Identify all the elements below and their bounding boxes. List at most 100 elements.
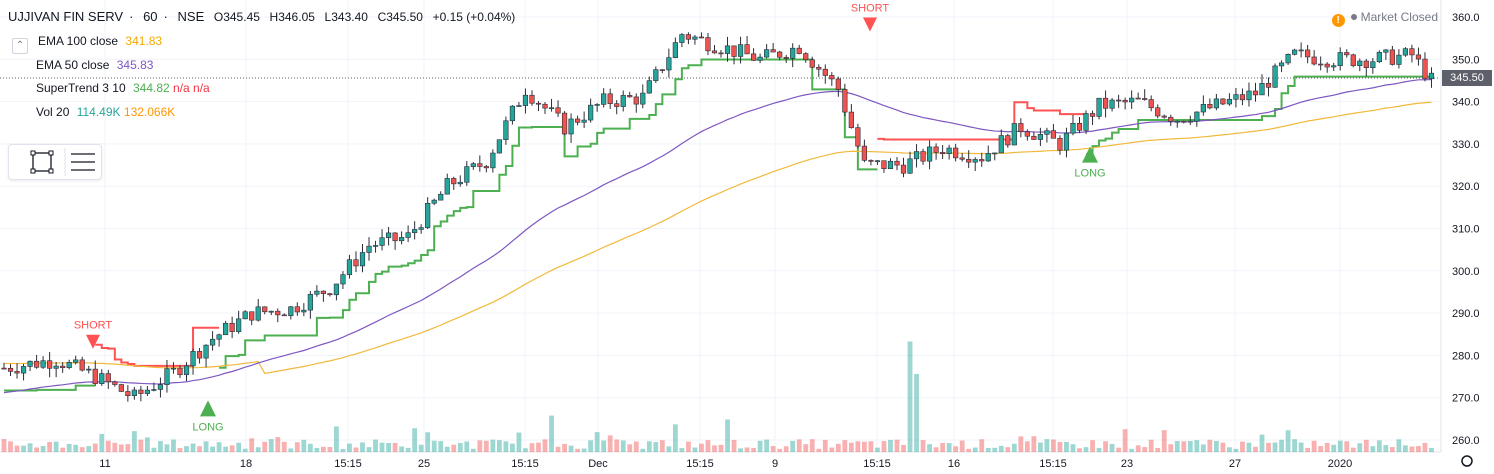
candle-body bbox=[1044, 130, 1050, 135]
candle-body bbox=[1194, 111, 1200, 122]
candle-body bbox=[646, 80, 652, 94]
candle-body bbox=[327, 293, 333, 296]
volume-bar bbox=[1187, 441, 1193, 452]
volume-bar bbox=[86, 446, 92, 452]
candle-body bbox=[816, 66, 822, 70]
volume-bar bbox=[1292, 439, 1297, 452]
volume-bar bbox=[692, 447, 698, 452]
candle-body bbox=[946, 147, 952, 155]
candle-body bbox=[1116, 99, 1122, 102]
volume-bar bbox=[888, 439, 893, 452]
volume-bar bbox=[164, 444, 170, 452]
volume-bar bbox=[360, 442, 365, 452]
candle-body bbox=[170, 367, 177, 370]
x-tick-label: 15:15 bbox=[334, 458, 362, 470]
candle-body bbox=[301, 309, 307, 313]
volume-bar bbox=[249, 438, 255, 452]
candle-body bbox=[1278, 62, 1285, 67]
candle-body bbox=[900, 164, 907, 174]
candle-body bbox=[705, 37, 711, 52]
volume-bar bbox=[21, 445, 26, 452]
candle-body bbox=[542, 103, 548, 109]
rectangle-tool-icon[interactable] bbox=[30, 150, 54, 174]
candle-body bbox=[1168, 116, 1174, 122]
candle-body bbox=[822, 68, 828, 76]
candle-body bbox=[1129, 97, 1135, 103]
candle-body bbox=[1324, 63, 1330, 68]
candle-body bbox=[431, 199, 437, 204]
long-signal-arrow bbox=[1082, 146, 1098, 163]
candle-body bbox=[835, 78, 841, 90]
market-status[interactable]: ! Market Closed bbox=[1331, 10, 1438, 27]
candle-body bbox=[483, 166, 489, 169]
candle-body bbox=[770, 49, 776, 53]
candle-body bbox=[444, 178, 450, 195]
volume-bar bbox=[1259, 434, 1265, 452]
volume-bar bbox=[510, 443, 515, 452]
candle-body bbox=[757, 56, 763, 61]
symbol-name[interactable]: UJJIVAN FIN SERV bbox=[8, 9, 124, 24]
legend-supertrend[interactable]: SuperTrend 3 10 344.82 n/a n/a bbox=[36, 81, 210, 95]
volume-bar bbox=[112, 442, 118, 452]
volume-bar bbox=[529, 443, 535, 452]
candle-body bbox=[522, 94, 529, 106]
candle-body bbox=[1305, 49, 1311, 58]
candle-body bbox=[1063, 132, 1070, 151]
volume-bar bbox=[1018, 436, 1024, 452]
candle-body bbox=[1383, 49, 1389, 53]
volume-bar bbox=[1213, 440, 1219, 452]
volume-bar bbox=[1409, 446, 1415, 452]
candle-body bbox=[985, 153, 991, 162]
settings-gear-icon[interactable] bbox=[1461, 455, 1473, 467]
volume-bar bbox=[477, 440, 483, 452]
volume-bar bbox=[751, 447, 756, 452]
candle-body bbox=[1076, 122, 1083, 131]
candle-body bbox=[33, 360, 40, 368]
volume-bar bbox=[457, 442, 463, 452]
volume-bar bbox=[1363, 439, 1369, 452]
candle-body bbox=[1187, 120, 1193, 123]
volume-bar bbox=[1266, 442, 1271, 452]
volume-bar bbox=[979, 439, 985, 452]
volume-bar bbox=[131, 431, 137, 452]
candle-body bbox=[288, 306, 294, 317]
candle-body bbox=[99, 373, 105, 384]
volume-bar bbox=[47, 441, 53, 452]
warning-icon[interactable]: ! bbox=[1331, 14, 1345, 27]
volume-bar bbox=[177, 448, 183, 452]
volume-bar bbox=[705, 440, 711, 452]
candle-body bbox=[177, 367, 183, 376]
legend-volume[interactable]: Vol 20 114.49K 132.066K bbox=[36, 105, 176, 119]
candle-body bbox=[601, 93, 607, 105]
collapse-icon[interactable]: ⌃ bbox=[12, 38, 28, 54]
candle-body bbox=[1318, 63, 1324, 66]
candle-body bbox=[125, 391, 131, 396]
candle-body bbox=[750, 53, 757, 61]
volume-bar bbox=[699, 443, 704, 452]
candle-body bbox=[653, 69, 659, 81]
volume-bar bbox=[379, 442, 385, 452]
legend-ema50[interactable]: EMA 50 close 345.83 bbox=[36, 58, 154, 72]
candle-body bbox=[1050, 130, 1057, 139]
candle-body bbox=[548, 107, 555, 110]
candle-body bbox=[164, 368, 170, 385]
candle-body bbox=[620, 95, 626, 107]
volume-bar bbox=[920, 440, 926, 452]
volume-bar bbox=[1207, 439, 1213, 452]
candle-body bbox=[425, 202, 431, 228]
settings-lines-icon[interactable] bbox=[71, 153, 95, 171]
candle-body bbox=[1239, 94, 1246, 101]
candle-body bbox=[1311, 56, 1317, 65]
x-tick-label: 15:15 bbox=[1039, 458, 1067, 470]
candle-body bbox=[1337, 52, 1343, 67]
candle-body bbox=[509, 105, 516, 122]
volume-bar bbox=[1057, 441, 1063, 452]
volume-bar bbox=[770, 446, 776, 452]
volume-bar bbox=[1344, 441, 1350, 452]
volume-bar bbox=[118, 444, 124, 452]
legend-ema100[interactable]: ⌃ EMA 100 close 341.83 bbox=[12, 32, 162, 54]
long-signal-label: LONG bbox=[192, 421, 223, 433]
long-signal-arrow bbox=[200, 400, 216, 417]
interval[interactable]: 60 bbox=[143, 9, 158, 24]
